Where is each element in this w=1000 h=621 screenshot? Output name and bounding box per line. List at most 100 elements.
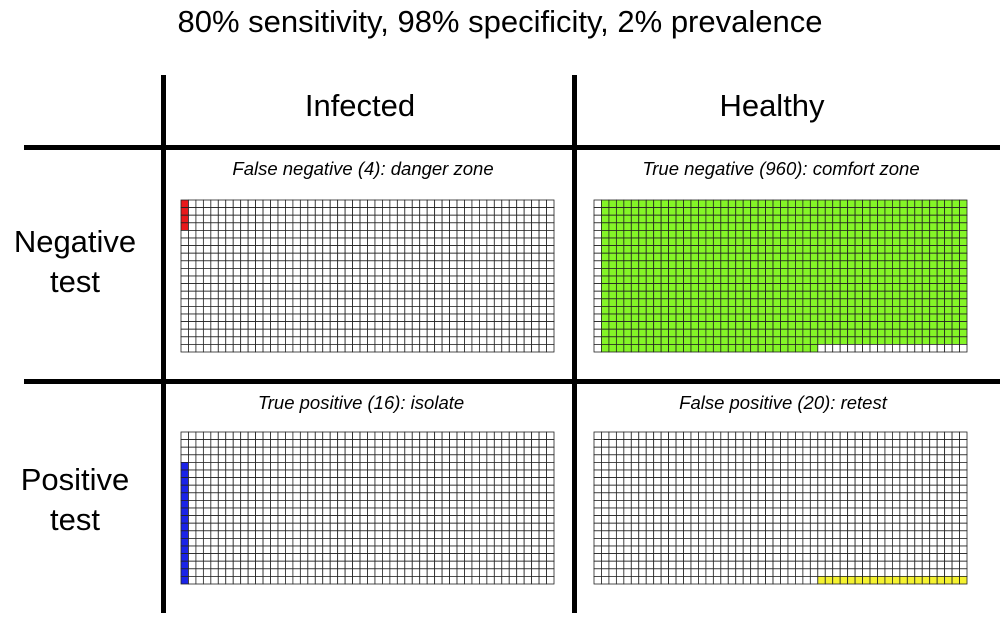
grid-cell-empty [240, 268, 249, 277]
grid-cell-empty [765, 500, 774, 509]
grid-cell-empty [449, 290, 458, 300]
grid-cell-true-negative [817, 328, 826, 338]
grid-cell-true-negative [690, 229, 699, 239]
grid-cell-empty [299, 343, 309, 353]
grid-cell-empty [516, 461, 525, 471]
grid-cell-true-negative [712, 343, 722, 353]
grid-cell-empty [396, 298, 406, 307]
grid-cell-empty [195, 439, 204, 448]
grid-cell-empty [944, 553, 953, 562]
grid-cell-empty [538, 207, 547, 216]
grid-cell-empty [757, 461, 766, 471]
grid-cell-empty [847, 461, 856, 471]
grid-cell-empty [359, 290, 368, 300]
grid-cell-empty [690, 484, 699, 494]
grid-cell-true-negative [675, 245, 684, 254]
grid-cell-empty [307, 321, 316, 330]
grid-cell-empty [765, 522, 774, 532]
grid-cell-empty [299, 290, 309, 300]
grid-cell-true-negative [653, 290, 662, 300]
grid-cell-empty [374, 492, 383, 501]
grid-cell-empty [322, 477, 331, 486]
grid-cell-empty [374, 461, 383, 471]
grid-cell-empty [486, 321, 495, 330]
grid-cell-empty [869, 431, 878, 440]
grid-cell-empty [486, 328, 495, 338]
grid-cell-empty [426, 336, 436, 345]
grid-cell-empty [765, 568, 774, 577]
grid-cell-empty [464, 530, 473, 539]
grid-cell-true-negative [615, 268, 625, 277]
grid-cell-empty [255, 545, 264, 554]
grid-cell-empty [936, 530, 946, 539]
grid-cell-empty [690, 545, 699, 554]
grid-cell-empty [441, 222, 450, 231]
grid-cell-empty [921, 461, 931, 471]
grid-cell-empty [419, 553, 428, 562]
grid-cell-empty [523, 454, 533, 463]
grid-cell-empty [262, 268, 271, 277]
grid-cell-empty [270, 343, 279, 353]
grid-cell-false-positive [862, 575, 871, 585]
grid-cell-empty [645, 575, 655, 585]
grid-cell-empty [508, 199, 518, 208]
grid-cell-empty [593, 321, 602, 330]
grid-cell-empty [615, 560, 625, 570]
grid-cell-empty [501, 454, 510, 463]
grid-cell-empty [382, 222, 391, 231]
grid-cell-empty [884, 484, 893, 494]
grid-cell-true-negative [862, 328, 871, 338]
grid-cell-true-negative [727, 343, 737, 353]
grid-cell-empty [262, 283, 271, 292]
grid-cell-empty [285, 469, 294, 478]
grid-cell-true-negative [824, 229, 834, 239]
grid-cell-empty [404, 343, 413, 353]
grid-cell-empty [921, 431, 931, 440]
grid-cell-empty [225, 439, 234, 448]
grid-cell-empty [538, 500, 547, 509]
grid-cell-empty [210, 343, 219, 353]
grid-cell-empty [464, 454, 473, 463]
grid-cell-empty [824, 343, 834, 353]
grid-cell-empty [944, 477, 953, 486]
grid-cell-empty [531, 336, 540, 345]
grid-cell-empty [765, 530, 774, 539]
grid-cell-empty [832, 446, 841, 456]
grid-cell-empty [914, 538, 923, 547]
grid-cell-false-positive [951, 575, 960, 585]
grid-cell-empty [367, 328, 376, 338]
grid-cell-empty [508, 321, 518, 330]
grid-cell-empty [359, 553, 368, 562]
grid-cell-empty [426, 469, 436, 478]
grid-cell-empty [802, 560, 811, 570]
grid-false-positive [593, 431, 968, 585]
grid-cell-empty [240, 568, 249, 577]
grid-cell-empty [188, 522, 197, 532]
grid-cell-empty [757, 469, 766, 478]
grid-cell-empty [314, 222, 324, 231]
grid-cell-empty [757, 500, 766, 509]
grid-cell-empty [232, 290, 242, 300]
grid-cell-empty [486, 298, 495, 307]
grid-cell-empty [374, 575, 383, 585]
grid-cell-empty [285, 343, 294, 353]
grid-cell-empty [195, 275, 204, 284]
grid-cell-true-negative [615, 336, 625, 345]
grid-cell-empty [426, 214, 436, 224]
grid-cell-empty [434, 522, 443, 532]
grid-cell-empty [277, 275, 286, 284]
grid-cell-true-negative [869, 275, 878, 284]
grid-cell-empty [434, 283, 443, 292]
grid-cell-empty [471, 431, 480, 440]
grid-cell-empty [382, 461, 391, 471]
grid-cell-empty [675, 507, 684, 516]
grid-cell-true-negative [847, 321, 856, 330]
grid-cell-empty [292, 538, 301, 547]
grid-cell-empty [877, 568, 886, 577]
grid-cell-true-negative [675, 298, 684, 307]
grid-cell-empty [478, 469, 488, 478]
grid-cell-empty [396, 492, 406, 501]
grid-cell-empty [195, 321, 204, 330]
grid-cell-empty [464, 222, 473, 231]
grid-cell-empty [645, 522, 655, 532]
